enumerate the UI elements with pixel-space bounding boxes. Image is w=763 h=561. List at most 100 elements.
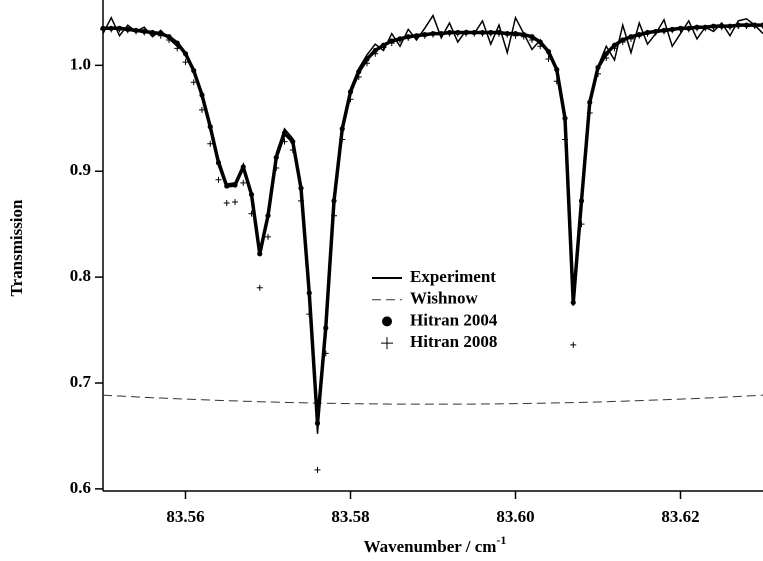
dashed-line [102, 394, 763, 405]
y-tick-label: 1.0 [70, 54, 91, 73]
dot-marker [281, 130, 288, 136]
experiment-line [102, 13, 763, 434]
dot-marker [356, 69, 362, 75]
plus-marker [207, 140, 214, 147]
plus-marker [322, 350, 329, 357]
dot-marker [240, 164, 246, 170]
plus-marker [339, 136, 346, 143]
x-tick-label: 83.56 [166, 507, 204, 526]
plus-marker [355, 74, 362, 80]
plus-marker [174, 45, 181, 52]
dot-marker [529, 34, 535, 40]
dot-marker [174, 40, 180, 46]
plus-marker [223, 200, 230, 206]
plus-marker [603, 54, 610, 61]
plus-marker [413, 33, 420, 40]
plus-marker [116, 26, 123, 33]
plus-marker [446, 30, 453, 37]
x-axis-label-text: Wavenumber / cm [364, 537, 497, 556]
dot-marker [331, 198, 337, 204]
dot-marker [265, 213, 271, 219]
plus-marker [364, 60, 370, 67]
dot-marker [215, 160, 222, 166]
dot-marker [570, 299, 576, 306]
dot-marker [199, 92, 205, 98]
plus-marker [644, 30, 651, 37]
dot-marker [611, 42, 618, 48]
dot-marker [554, 66, 560, 73]
plus-marker [545, 56, 552, 62]
plus-marker [331, 212, 337, 219]
plus-marker [553, 78, 560, 85]
plus-marker [430, 31, 436, 38]
dot-marker [273, 154, 279, 161]
plus-marker [636, 32, 643, 39]
dot-marker [298, 185, 304, 191]
plus-marker [438, 31, 445, 38]
plus-marker [562, 136, 568, 143]
plus-marker [306, 311, 313, 318]
dot-marker [595, 64, 601, 71]
plus-marker [669, 27, 676, 34]
x-tick-label: 83.58 [331, 507, 369, 526]
plus-marker [240, 179, 247, 186]
plus-marker [718, 24, 725, 31]
plus-marker [652, 29, 659, 36]
plus-marker [124, 27, 131, 34]
dot-marker [182, 51, 189, 57]
plus-marker [710, 24, 717, 31]
plus-marker [405, 34, 412, 41]
plus-marker [215, 176, 222, 183]
dot-marker [290, 138, 296, 145]
plus-marker [628, 35, 634, 42]
legend-label: Hitran 2008 [410, 332, 497, 351]
plus-marker [298, 197, 304, 204]
y-tick-label: 0.9 [70, 160, 91, 179]
legend-symbol [382, 316, 392, 327]
dot-marker [347, 89, 354, 95]
plus-marker [751, 23, 758, 30]
dot-marker [191, 68, 197, 74]
plus-marker [529, 36, 535, 43]
dot-marker [314, 420, 321, 426]
plus-marker [380, 44, 387, 51]
plus-marker [570, 341, 577, 348]
plus-marker [619, 39, 626, 46]
plus-marker [454, 30, 461, 37]
dot-marker [248, 191, 255, 198]
dots-line [103, 23, 763, 424]
plus-marker [273, 165, 280, 172]
plus-marker [661, 28, 667, 35]
x-axis-label: Wavenumber / cm-1 [364, 533, 507, 556]
plus-marker [232, 198, 238, 205]
plus-marker [133, 28, 139, 35]
plus-marker [347, 96, 354, 103]
dot-marker [562, 115, 568, 121]
plus-marker [190, 79, 197, 86]
dot-marker [232, 182, 238, 188]
plus-marker [727, 24, 733, 31]
plus-marker [463, 30, 469, 37]
plus-marker [479, 30, 486, 37]
plus-marker [157, 32, 164, 39]
y-tick-label: 0.6 [70, 478, 91, 497]
plus-marker [256, 284, 263, 291]
plus-marker [289, 147, 296, 154]
y-tick-label: 0.8 [70, 266, 91, 285]
plus-marker [496, 30, 502, 37]
dot-marker [364, 56, 370, 62]
plus-marker [471, 30, 478, 37]
plus-marker [702, 25, 709, 32]
plus-marker [141, 29, 148, 36]
plus-marker [512, 32, 519, 39]
plus-marker [595, 70, 601, 77]
x-tick-label: 83.62 [661, 507, 699, 526]
plus-marker [421, 32, 428, 39]
dot-marker [207, 124, 213, 130]
legend-label: Experiment [410, 267, 496, 286]
plus-marker [108, 26, 115, 33]
plus-marker [520, 33, 527, 40]
dot-marker [578, 198, 585, 204]
